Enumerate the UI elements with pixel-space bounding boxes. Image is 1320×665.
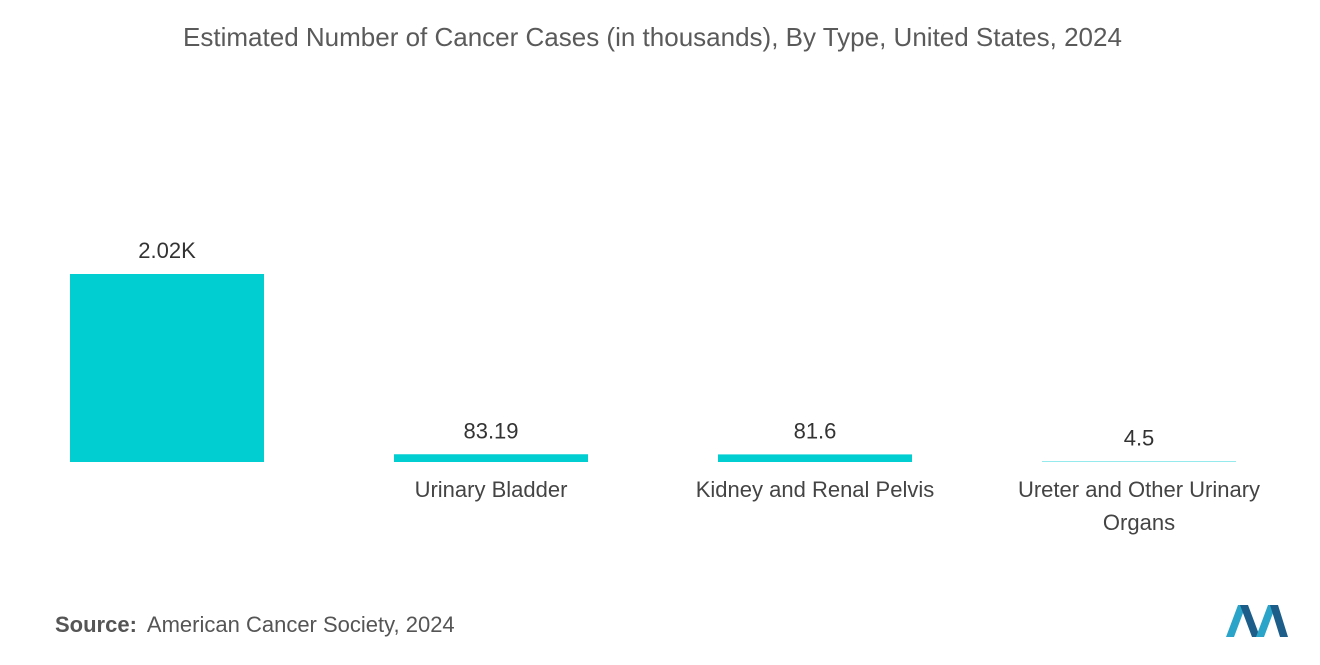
chart-title: Estimated Number of Cancer Cases (in tho… (183, 22, 1122, 52)
x-tick-label: Urinary Bladder (414, 477, 568, 502)
value-label: 83.19 (463, 418, 518, 443)
source-text: American Cancer Society, 2024 (146, 612, 455, 637)
value-label: 2.02K (138, 238, 196, 263)
bar (718, 454, 912, 462)
x-tick-label: Kidney and Renal Pelvis (695, 477, 935, 502)
bar (70, 274, 264, 462)
logo (1226, 605, 1288, 637)
source: Source: American Cancer Society, 2024 (55, 612, 455, 638)
value-label: 4.5 (1124, 426, 1155, 451)
x-tick-label: Ureter and Other Urinary Organs (1017, 477, 1261, 535)
bar (394, 454, 588, 462)
source-label: Source: (55, 612, 137, 637)
value-label: 81.6 (794, 418, 837, 443)
